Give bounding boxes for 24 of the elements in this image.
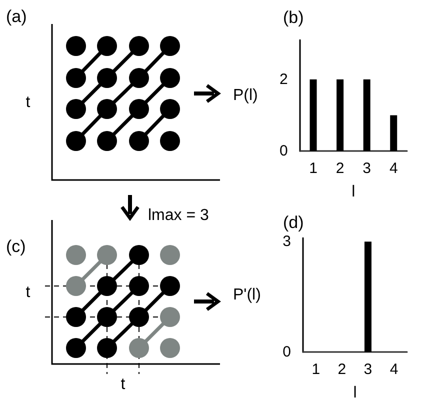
x-tick-label: 3	[364, 361, 372, 378]
x-tick-label: 4	[389, 160, 398, 177]
y-tick-label: 3	[282, 233, 291, 250]
chart-title: (d)	[283, 213, 304, 232]
text: (a)	[6, 7, 27, 26]
x-tick-label: 2	[338, 361, 346, 378]
y-tick-label: 0	[280, 142, 288, 160]
y-axis-title: P(l)	[232, 87, 258, 104]
chart-title: (b)	[283, 8, 304, 27]
text: t	[120, 376, 126, 393]
x-tick-label: 2	[336, 160, 344, 177]
x-tick-label: 1	[309, 160, 318, 177]
x-tick-label: 1	[312, 361, 320, 378]
text: t	[26, 94, 31, 111]
y-axis-title: P'(l)	[233, 286, 261, 304]
text: t	[26, 284, 31, 301]
y-tick-label: 2	[280, 70, 288, 88]
text: (c)	[6, 237, 26, 256]
x-tick-label: 4	[390, 361, 398, 378]
x-axis-title: l	[353, 384, 357, 402]
text: lmax = 3	[148, 207, 210, 224]
x-axis-title: l	[352, 184, 356, 200]
x-tick-label: 3	[362, 160, 372, 177]
y-tick-label: 0	[282, 344, 291, 360]
